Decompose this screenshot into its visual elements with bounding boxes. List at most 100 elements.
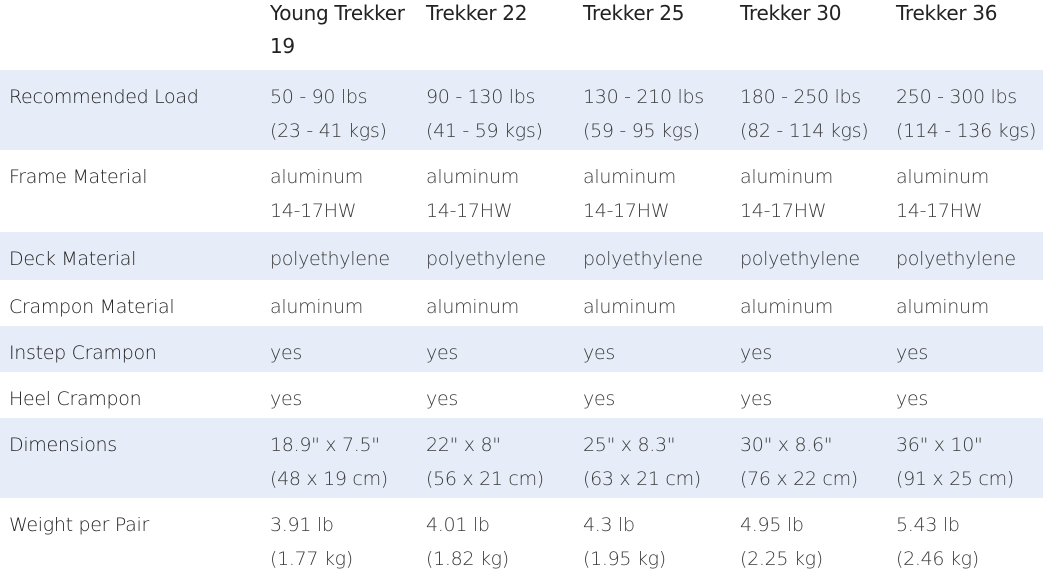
table-cell: polyethylene [896, 242, 1016, 276]
cell-line: yes [270, 342, 302, 364]
cell-line: (41 - 59 kgs) [426, 120, 543, 142]
cell-line: 5.43 lb [896, 514, 960, 536]
table-cell: polyethylene [270, 242, 390, 276]
table-cell: yes [583, 382, 615, 416]
table-row: Deck Material polyethylene polyethylene pol… [0, 232, 1043, 280]
table-cell: aluminum 14-17HW [740, 160, 833, 228]
cell-line: (63 x 21 cm) [583, 468, 701, 490]
cell-line: 14-17HW [270, 200, 357, 222]
table-row: Dimensions 18.9" x 7.5" (48 x 19 cm) 22" x … [0, 418, 1043, 498]
cell-line: (1.82 kg) [426, 548, 509, 570]
cell-line: polyethylene [270, 248, 390, 270]
cell-line: 22" x 8" [426, 434, 501, 456]
cell-line: (2.46 kg) [896, 548, 979, 570]
table-cell: yes [896, 382, 928, 416]
row-label: Recommended Load [9, 86, 199, 108]
cell-line: yes [740, 388, 772, 410]
table-cell: aluminum 14-17HW [270, 160, 363, 228]
table-cell: aluminum [740, 290, 833, 324]
table-cell: 22" x 8" (56 x 21 cm) [426, 428, 544, 496]
cell-line: yes [896, 342, 928, 364]
cell-line: 4.95 lb [740, 514, 804, 536]
table-cell: yes [270, 336, 302, 370]
cell-line: yes [426, 388, 458, 410]
table-cell: 25" x 8.3" (63 x 21 cm) [583, 428, 701, 496]
cell-line: yes [896, 388, 928, 410]
row-label: Weight per Pair [9, 514, 150, 536]
cell-line: yes [270, 388, 302, 410]
row-label: Crampon Material [9, 296, 175, 318]
table-cell: 4.01 lb (1.82 kg) [426, 508, 509, 576]
table-cell: yes [426, 382, 458, 416]
header-row: Young Trekker 19 Trekker 22 Trekker 25 Trek… [0, 0, 1043, 70]
cell-line: 14-17HW [583, 200, 670, 222]
table-cell: 4.3 lb (1.95 kg) [583, 508, 666, 576]
cell-line: yes [426, 342, 458, 364]
cell-line: 36" x 10" [896, 434, 983, 456]
table-cell: yes [740, 336, 772, 370]
table-cell: yes [740, 382, 772, 416]
cell-line: 180 - 250 lbs [740, 86, 861, 108]
row-label: Deck Material [9, 248, 137, 270]
cell-line: aluminum [583, 296, 676, 318]
cell-line: 14-17HW [740, 200, 827, 222]
cell-line: yes [583, 342, 615, 364]
cell-line: 130 - 210 lbs [583, 86, 704, 108]
cell-line: 14-17HW [426, 200, 513, 222]
cell-line: (82 - 114 kgs) [740, 120, 869, 142]
cell-line: yes [740, 342, 772, 364]
column-header: Young Trekker 19 [270, 1, 405, 58]
table-cell: yes [896, 336, 928, 370]
cell-line: polyethylene [583, 248, 703, 270]
cell-line: (1.77 kg) [270, 548, 353, 570]
table-cell: polyethylene [583, 242, 703, 276]
cell-line: (114 - 136 kgs) [896, 120, 1037, 142]
cell-line: (2.25 kg) [740, 548, 823, 570]
cell-line: aluminum [896, 296, 989, 318]
cell-line: polyethylene [740, 248, 860, 270]
cell-line: 4.01 lb [426, 514, 490, 536]
table-cell: yes [426, 336, 458, 370]
row-label: Frame Material [9, 166, 148, 188]
cell-line: aluminum [583, 166, 676, 188]
cell-line: 90 - 130 lbs [426, 86, 536, 108]
cell-line: polyethylene [896, 248, 1016, 270]
table-row: Recommended Load 50 - 90 lbs (23 - 41 kgs)… [0, 70, 1043, 150]
cell-line: 18.9" x 7.5" [270, 434, 380, 456]
table-cell: aluminum 14-17HW [583, 160, 676, 228]
cell-line: 30" x 8.6" [740, 434, 833, 456]
table-cell: 3.91 lb (1.77 kg) [270, 508, 353, 576]
table-cell: polyethylene [426, 242, 546, 276]
cell-line: 25" x 8.3" [583, 434, 676, 456]
cell-line: 50 - 90 lbs [270, 86, 368, 108]
table-cell: 50 - 90 lbs (23 - 41 kgs) [270, 80, 387, 148]
table-cell: 5.43 lb (2.46 kg) [896, 508, 979, 576]
cell-line: (23 - 41 kgs) [270, 120, 387, 142]
cell-line: aluminum [426, 296, 519, 318]
cell-line: aluminum [740, 166, 833, 188]
table-cell: aluminum [270, 290, 363, 324]
cell-line: (91 x 25 cm) [896, 468, 1014, 490]
cell-line: (59 - 95 kgs) [583, 120, 700, 142]
cell-line: aluminum [270, 166, 363, 188]
column-header: Trekker 30 [740, 1, 842, 25]
cell-line: 3.91 lb [270, 514, 334, 536]
table-cell: 130 - 210 lbs (59 - 95 kgs) [583, 80, 704, 148]
table-cell: yes [583, 336, 615, 370]
cell-line: 14-17HW [896, 200, 983, 222]
cell-line: aluminum [270, 296, 363, 318]
cell-line: yes [583, 388, 615, 410]
column-header: Trekker 22 [426, 1, 528, 25]
cell-line: 4.3 lb [583, 514, 635, 536]
table-row: Crampon Material aluminum aluminum aluminum… [0, 280, 1043, 326]
row-label: Heel Crampon [9, 388, 142, 410]
table-cell: 4.95 lb (2.25 kg) [740, 508, 823, 576]
row-label: Dimensions [9, 434, 117, 456]
table-cell: aluminum [896, 290, 989, 324]
table-cell: polyethylene [740, 242, 860, 276]
cell-line: aluminum [740, 296, 833, 318]
column-header: Trekker 36 [896, 1, 998, 25]
table-cell: 36" x 10" (91 x 25 cm) [896, 428, 1014, 496]
table-cell: 180 - 250 lbs (82 - 114 kgs) [740, 80, 869, 148]
